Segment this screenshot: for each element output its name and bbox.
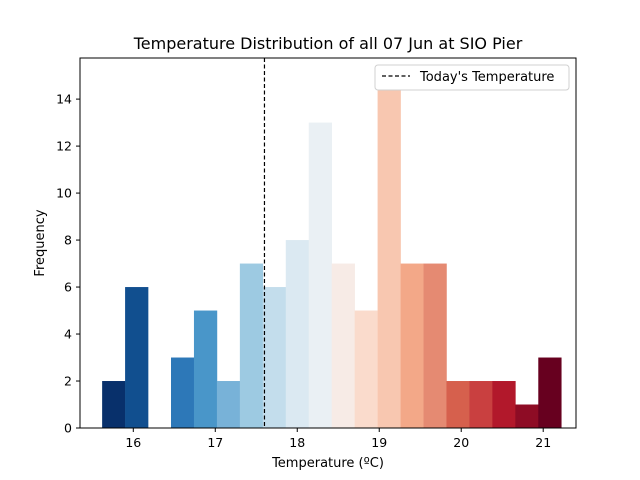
histogram-bar xyxy=(377,75,401,428)
legend-label: Today's Temperature xyxy=(419,70,554,85)
y-tick-label: 8 xyxy=(64,233,72,248)
y-axis-label: Frequency xyxy=(33,209,48,276)
histogram-bar xyxy=(308,122,332,428)
histogram-bar xyxy=(216,381,241,428)
x-tick-label: 18 xyxy=(289,435,305,450)
histogram-bar xyxy=(423,263,447,428)
y-axis-ticks: 0 2 4 6 8 10 12 14 xyxy=(56,92,80,436)
histogram-bar xyxy=(469,381,493,428)
chart-title: Temperature Distribution of all 07 Jun a… xyxy=(133,34,523,53)
histogram-bar xyxy=(446,381,470,428)
x-tick-label: 16 xyxy=(125,435,141,450)
y-tick-label: 10 xyxy=(56,186,72,201)
y-tick-label: 6 xyxy=(64,280,72,295)
y-tick-label: 0 xyxy=(64,421,72,436)
y-tick-label: 4 xyxy=(64,327,72,342)
x-axis-ticks: 16 17 18 19 20 21 xyxy=(125,428,551,450)
histogram-bar xyxy=(193,310,218,428)
x-tick-label: 21 xyxy=(535,435,551,450)
histogram-bar xyxy=(331,263,355,428)
y-tick-label: 2 xyxy=(64,374,72,389)
histogram-bar xyxy=(515,404,539,428)
histogram-bar xyxy=(239,263,264,428)
y-tick-label: 14 xyxy=(56,92,72,107)
x-tick-label: 19 xyxy=(371,435,387,450)
histogram-bar xyxy=(102,381,126,428)
histogram-bar xyxy=(125,287,149,428)
histogram-bar xyxy=(285,240,310,428)
bars-group xyxy=(102,75,562,428)
histogram-bar xyxy=(538,357,562,428)
histogram-bar xyxy=(492,381,516,428)
legend-box xyxy=(374,64,570,91)
histogram-bar xyxy=(354,310,378,428)
x-axis-label: Temperature (ºC) xyxy=(271,456,384,471)
x-tick-label: 17 xyxy=(207,435,223,450)
histogram-bar xyxy=(262,287,287,428)
histogram-bar xyxy=(171,357,195,428)
y-tick-label: 12 xyxy=(56,139,72,154)
x-tick-label: 20 xyxy=(453,435,469,450)
histogram-bar xyxy=(400,263,424,428)
plot-frame xyxy=(79,57,577,429)
legend: Today's Temperature xyxy=(374,64,570,91)
